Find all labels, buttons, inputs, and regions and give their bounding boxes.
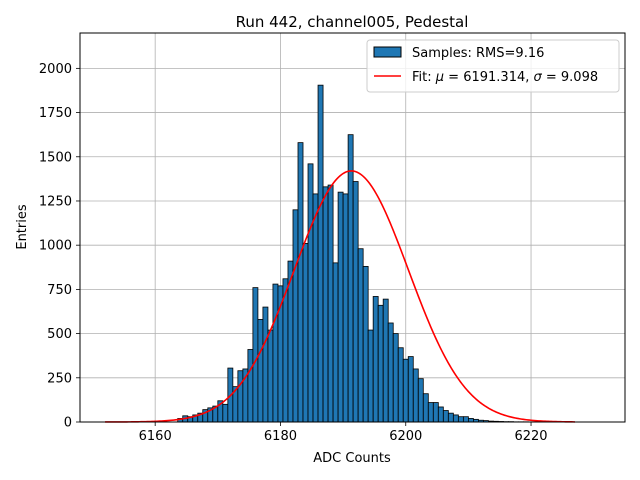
legend-hist-label: Samples: RMS=9.16 [412,46,544,61]
histogram-bar [257,319,264,423]
histogram-bar [387,322,394,423]
legend-fit-sigma-value: = 9.098 [542,70,598,85]
legend-sigma-symbol: σ [534,70,543,85]
histogram-bar [312,193,319,423]
histogram-bar [372,296,379,423]
histogram-bar [267,329,274,423]
histogram-bar [392,333,399,423]
histogram-bar [447,412,454,423]
histogram-bar [357,248,364,423]
x-tick-label: 6180 [264,429,297,444]
x-axis-label: ADC Counts [313,451,391,466]
histogram-bar [467,418,474,423]
histogram-bar [337,191,344,423]
gaussian-fit-curve [105,170,575,423]
histogram-bar [452,414,459,423]
plot-frame [79,32,626,423]
y-tick-label: 250 [47,371,72,386]
legend-hist-swatch [373,46,402,58]
histogram-bar [432,402,439,423]
y-tick-label: 2000 [39,62,72,77]
x-tick-label: 6160 [139,429,172,444]
histogram-bar [462,416,469,423]
histogram-bar [332,262,339,423]
y-tick-label: 0 [64,416,72,431]
histogram-bar [262,306,269,423]
histogram-bar [292,209,299,423]
legend: Samples: RMS=9.16 Fit: μ = 6191.314, σ =… [366,39,620,93]
histogram-bar [252,287,259,423]
y-tick-label: 1250 [39,194,72,209]
histogram-bar [347,134,354,423]
histogram-bar [422,393,429,423]
histogram-bar [362,265,369,423]
y-tick-label: 1500 [39,150,72,165]
histogram-bar [272,283,279,423]
y-tick-label: 500 [47,327,72,342]
legend-fit-label: Fit: μ = 6191.314, σ = 9.098 [412,70,598,85]
histogram-bar [237,370,244,423]
histogram-bar [377,304,384,423]
x-axis-ticks: 6160 6180 6200 6220 [139,422,548,444]
histogram-bar [352,181,359,423]
y-tick-label: 750 [47,283,72,298]
histogram-bar [442,410,449,423]
histogram-bar [407,356,414,423]
histogram-bar [367,329,374,423]
histogram-bar [282,278,289,423]
y-axis-ticks: 0 250 500 750 1000 1250 1500 1750 2000 [39,62,80,431]
histogram-bar [457,416,464,423]
histogram-bar [317,84,324,423]
histogram-bar [427,402,434,423]
histogram-bar [402,358,409,423]
histogram-bar [437,406,444,423]
histogram-bar [302,243,309,423]
histogram-bar [327,184,334,423]
histogram-bar [417,378,424,423]
fit-curve-group [105,170,575,423]
x-tick-label: 6200 [389,429,422,444]
legend-box [366,39,620,93]
histogram-bar [297,142,304,423]
x-tick-label: 6220 [514,429,547,444]
histogram-bar [222,403,229,423]
histogram-bar [412,368,419,423]
histogram-bar [247,349,254,423]
histogram-bar [322,186,329,423]
histogram-bars [177,84,529,423]
histogram-bar [397,347,404,423]
y-axis-label: Entries [15,204,30,250]
legend-fit-mu-value: = 6191.314, [444,70,533,85]
y-tick-label: 1000 [39,239,72,254]
legend-mu-symbol: μ [435,70,444,85]
chart-title: Run 442, channel005, Pedestal [236,13,469,31]
legend-fit-prefix: Fit: [412,70,436,85]
histogram-bar [307,163,314,423]
histogram-bar [382,298,389,423]
y-tick-label: 1750 [39,106,72,121]
histogram-bar [342,193,349,423]
